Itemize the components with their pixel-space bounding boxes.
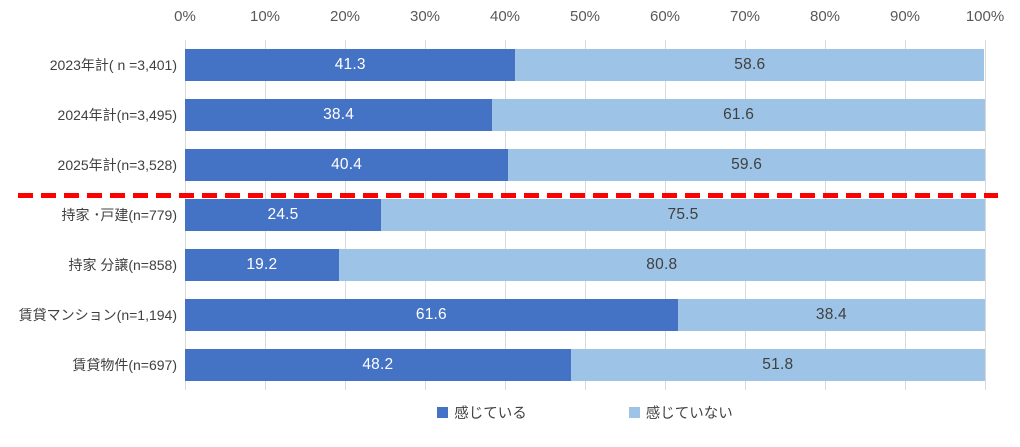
bar-value-label: 48.2 <box>362 356 394 373</box>
bar-segment: 19.2 <box>185 249 339 281</box>
x-axis-tick-label: 10% <box>249 8 281 25</box>
legend-item: 感じていない <box>628 402 733 423</box>
x-axis-tick-label: 40% <box>489 8 521 25</box>
separator-dashed-line <box>18 193 998 198</box>
bar-row: 19.2 80.8 <box>185 249 985 281</box>
legend-item: 感じている <box>437 402 527 423</box>
category-label: 2023年計( n =3,401) <box>49 57 177 73</box>
bar-value-label: 38.4 <box>815 306 847 323</box>
bar-segment: 40.4 <box>185 149 509 181</box>
x-axis-tick-label: 60% <box>649 8 681 25</box>
bar-segment: 61.6 <box>492 99 985 131</box>
bar-segment: 24.5 <box>185 199 381 231</box>
category-label: 賃貸物件(n=697) <box>72 357 177 373</box>
bar-segment: 61.6 <box>185 299 678 331</box>
legend: 感じている 感じていない <box>185 399 985 425</box>
bar-value-label: 61.6 <box>723 106 755 123</box>
bar-segment: 38.4 <box>677 299 985 331</box>
bar-value-label: 24.5 <box>267 206 299 223</box>
bar-row: 61.6 38.4 <box>185 299 985 331</box>
x-axis-tick-label: 90% <box>889 8 921 25</box>
bar-row: 41.3 58.6 <box>185 49 985 81</box>
bar-value-label: 38.4 <box>323 106 355 123</box>
bar-value-label: 61.6 <box>415 306 447 323</box>
plot-area: 41.3 58.6 38.4 61.6 40.4 59.6 24.5 75.5 19.2 80.8… <box>184 40 986 390</box>
bar-value-label: 59.6 <box>731 156 763 173</box>
category-label: 持家 分譲(n=858) <box>68 257 177 273</box>
bar-value-label: 40.4 <box>331 156 363 173</box>
x-axis: 0% 10% 20% 30% 40% 50% 60% 70% 80% 90% 100% <box>174 8 1004 32</box>
category-label: 2025年計(n=3,528) <box>57 157 177 173</box>
category-label: 賃貸マンション(n=1,194) <box>18 307 177 323</box>
legend-swatch <box>628 406 640 418</box>
bar-row: 24.5 75.5 <box>185 199 985 231</box>
bar-segment: 38.4 <box>185 99 493 131</box>
category-axis: 2023年計( n =3,401) 2024年計(n=3,495) 2025年計(n… <box>0 40 177 390</box>
bar-segment: 48.2 <box>185 349 571 381</box>
x-axis-tick-label: 20% <box>329 8 361 25</box>
legend-label: 感じていない <box>645 405 733 422</box>
bar-value-label: 75.5 <box>667 206 699 223</box>
bar-row: 48.2 51.8 <box>185 349 985 381</box>
bar-value-label: 51.8 <box>762 356 794 373</box>
bar-segment: 41.3 <box>185 49 516 81</box>
bar-value-label: 41.3 <box>334 56 366 73</box>
x-axis-tick-label: 70% <box>729 8 761 25</box>
bar-row: 40.4 59.6 <box>185 149 985 181</box>
legend-label: 感じている <box>454 405 527 422</box>
legend-swatch <box>437 406 449 418</box>
bar-value-label: 58.6 <box>734 56 766 73</box>
bar-row: 38.4 61.6 <box>185 99 985 131</box>
bar-value-label: 80.8 <box>646 256 678 273</box>
x-axis-tick-label: 50% <box>569 8 601 25</box>
category-label: 2024年計(n=3,495) <box>57 107 177 123</box>
bar-segment: 80.8 <box>338 249 985 281</box>
gridline <box>984 40 986 390</box>
bar-segment: 59.6 <box>508 149 985 181</box>
bar-segment: 58.6 <box>515 49 985 81</box>
x-axis-tick-label: 30% <box>409 8 441 25</box>
x-axis-tick-label: 0% <box>174 8 196 25</box>
category-label: 持家 ･戸建(n=779) <box>61 207 177 223</box>
x-axis-tick-label: 100% <box>965 8 1005 25</box>
bar-segment: 51.8 <box>570 349 985 381</box>
bar-value-label: 19.2 <box>246 256 278 273</box>
bar-segment: 75.5 <box>381 199 985 231</box>
x-axis-tick-label: 80% <box>809 8 841 25</box>
